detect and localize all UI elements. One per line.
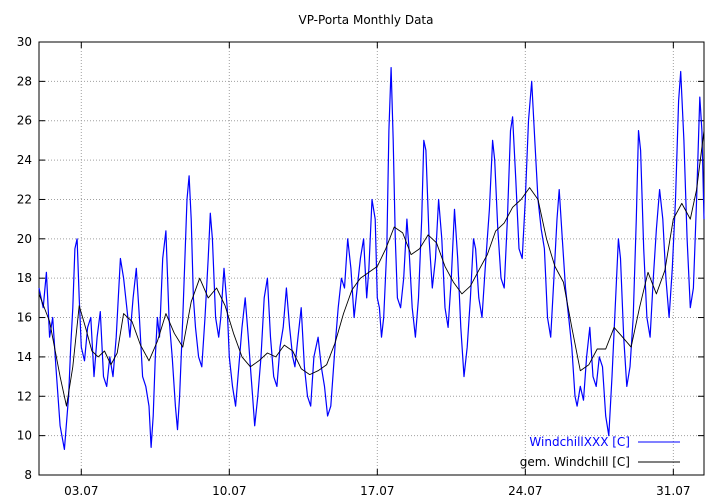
- y-tick-label: 10: [17, 429, 32, 443]
- y-tick-label: 18: [17, 271, 32, 285]
- legend-label: WindchillXXX [C]: [529, 435, 630, 449]
- legend: WindchillXXX [C] gem. Windchill [C]: [520, 435, 680, 469]
- y-tick-label: 24: [17, 153, 32, 167]
- plot-frame: [38, 41, 705, 476]
- y-tick-label: 12: [17, 389, 32, 403]
- y-tick-label: 8: [24, 468, 32, 482]
- y-axis-labels: 8 10 12 14 16 18 20 22 24 26 28 30: [17, 35, 32, 482]
- x-tick-label: 17.07: [360, 484, 394, 498]
- x-axis-labels: 03.07 10.07 17.07 24.07 31.07: [64, 484, 690, 498]
- series-layer: [38, 66, 705, 450]
- axis-ticks: [39, 41, 704, 476]
- y-tick-label: 16: [17, 311, 32, 325]
- y-tick-label: 14: [17, 350, 32, 364]
- series-line-windchill: [38, 66, 705, 450]
- x-tick-label: 03.07: [64, 484, 98, 498]
- legend-label: gem. Windchill [C]: [520, 455, 630, 469]
- x-tick-label: 31.07: [656, 484, 690, 498]
- x-tick-label: 24.07: [508, 484, 542, 498]
- y-tick-label: 26: [17, 114, 32, 128]
- grid: [39, 42, 704, 475]
- y-tick-label: 30: [17, 35, 32, 49]
- y-tick-label: 28: [17, 74, 32, 88]
- series-line-avg-windchill: [38, 130, 705, 407]
- y-tick-label: 22: [17, 192, 32, 206]
- chart-title: VP-Porta Monthly Data: [299, 13, 434, 27]
- y-tick-label: 20: [17, 232, 32, 246]
- x-tick-label: 10.07: [212, 484, 246, 498]
